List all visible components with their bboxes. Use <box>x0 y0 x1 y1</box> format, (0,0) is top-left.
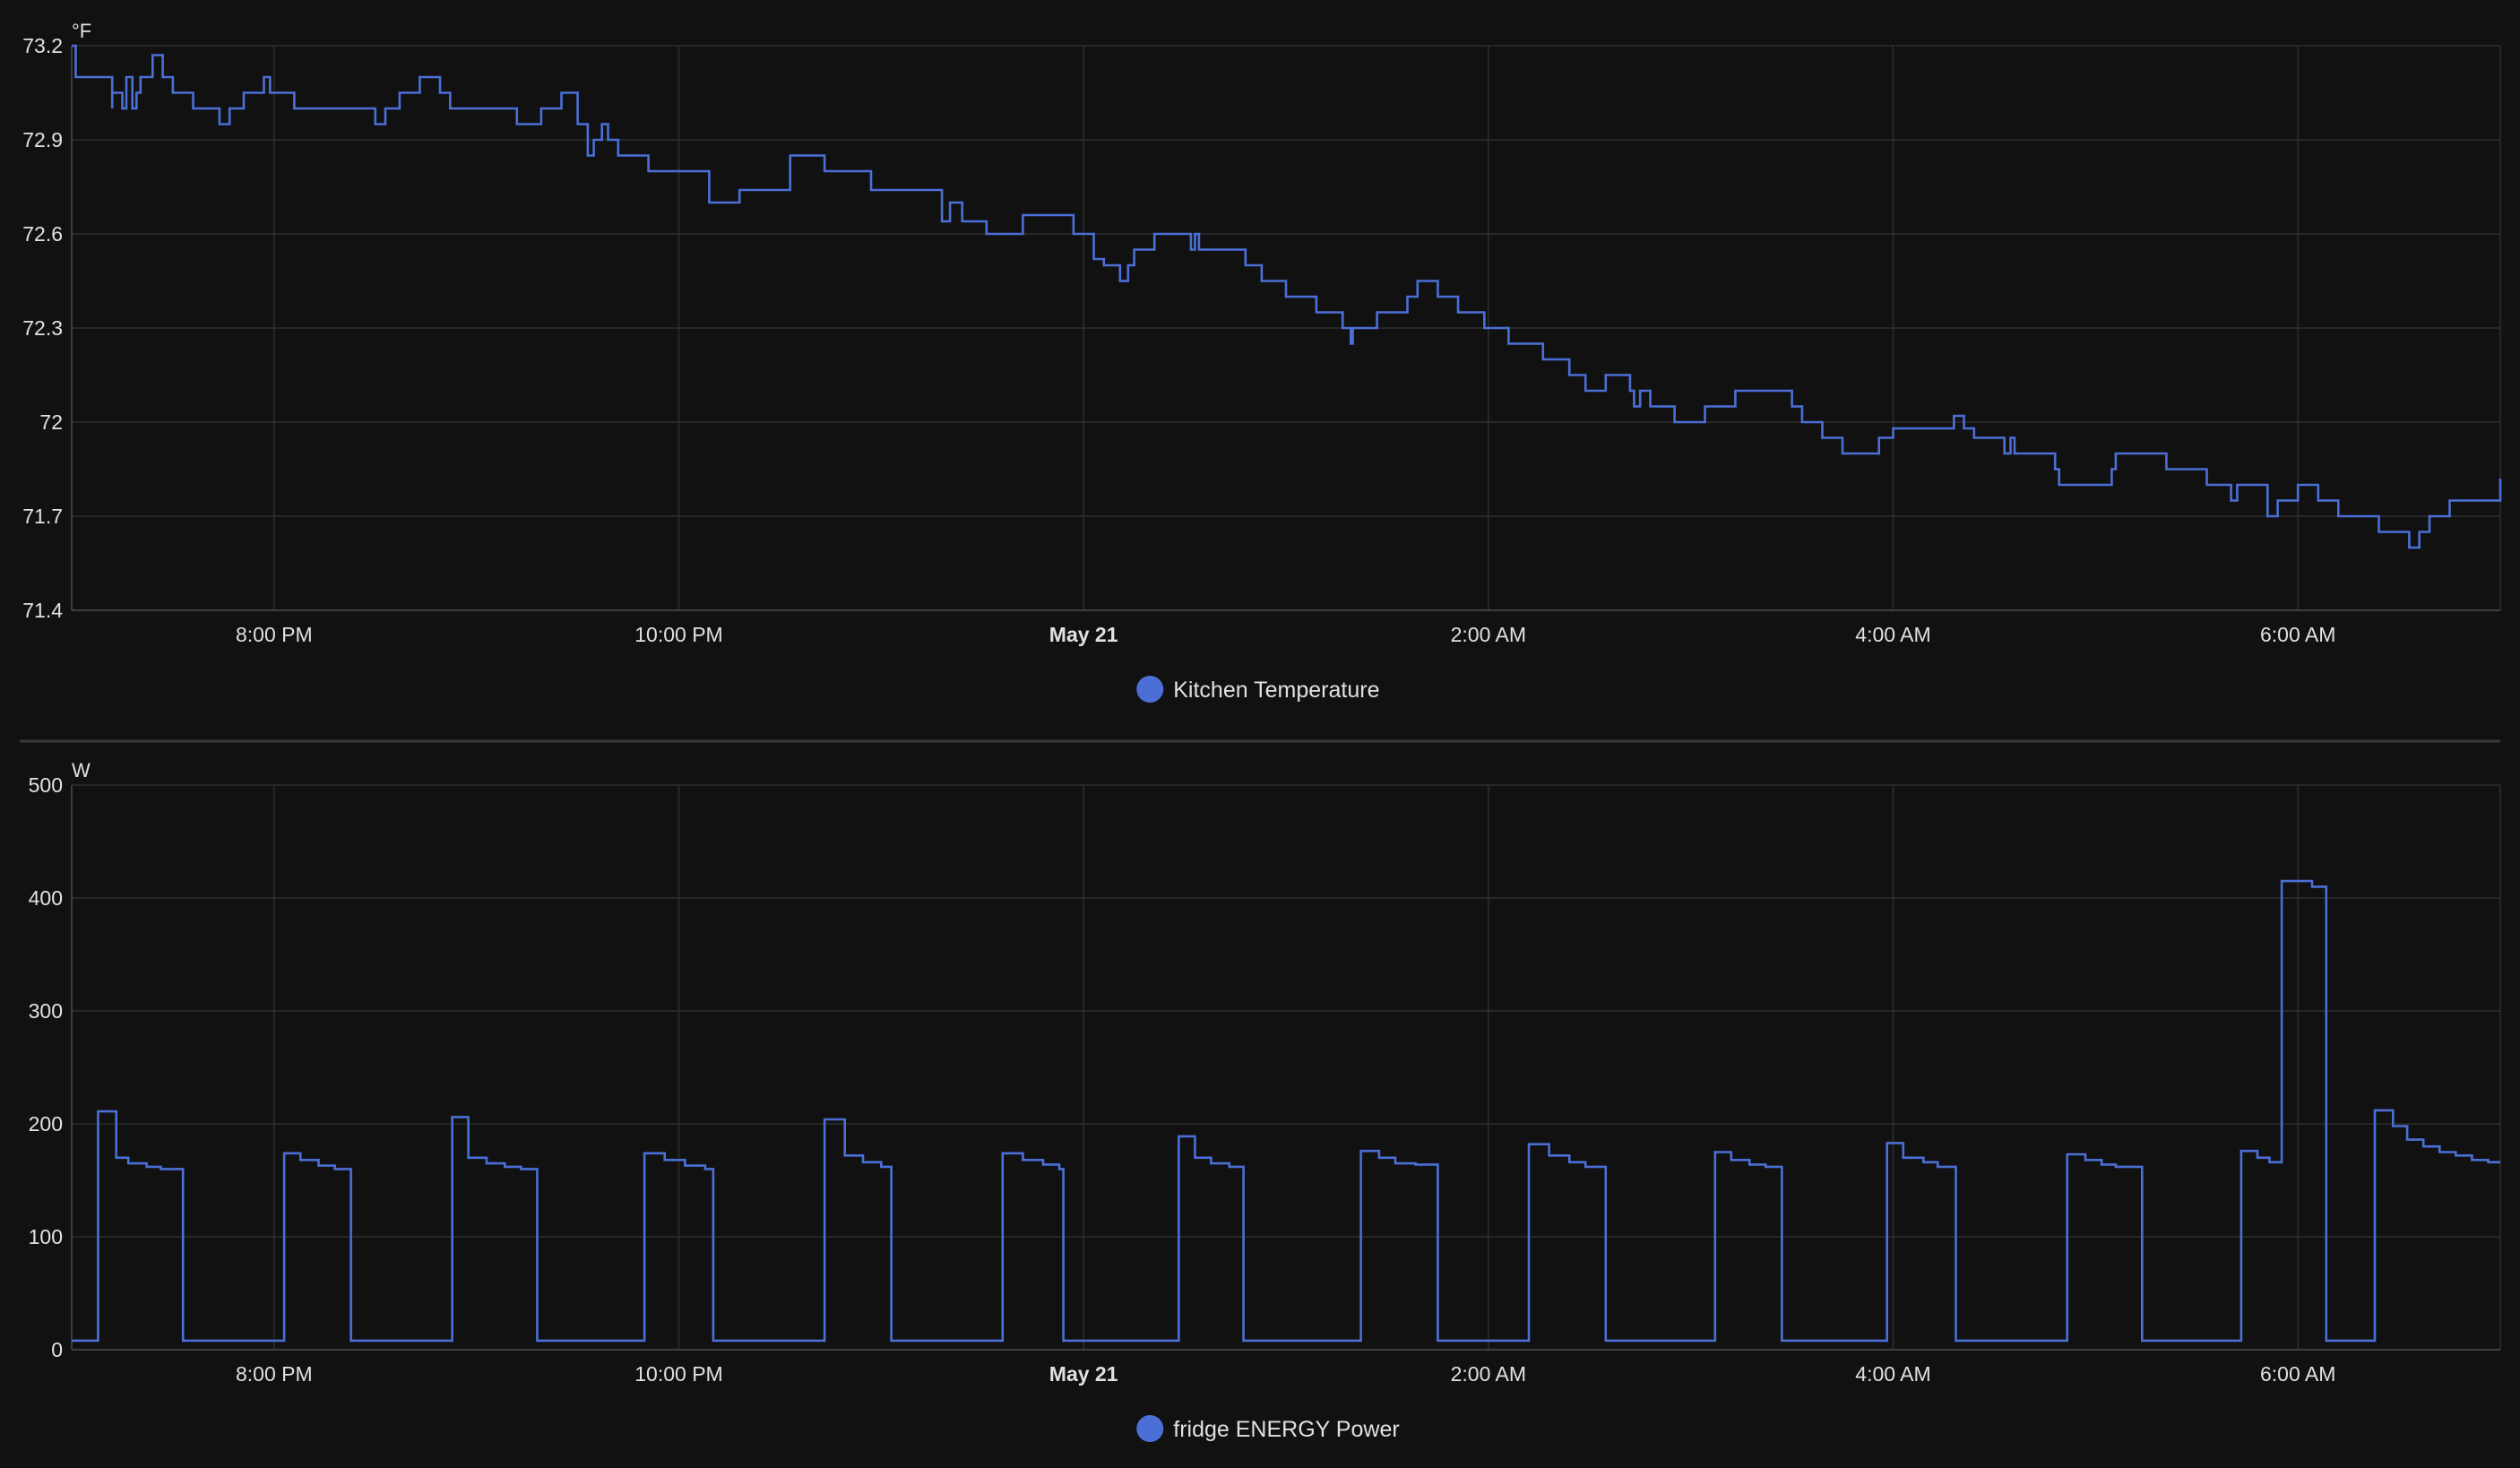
y-tick-label: 400 <box>29 886 63 910</box>
y-tick-label: 200 <box>29 1112 63 1136</box>
y-tick-label: 72.6 <box>22 222 63 246</box>
x-tick-label: 6:00 AM <box>2260 1362 2335 1386</box>
y-tick-label: 72 <box>39 410 63 434</box>
legend-swatch-icon <box>1136 1415 1164 1442</box>
x-tick-label: 4:00 AM <box>1855 1362 1930 1386</box>
x-tick-label: 6:00 AM <box>2260 623 2335 646</box>
x-tick-label: 2:00 AM <box>1451 1362 1526 1386</box>
y-tick-label: 100 <box>29 1225 63 1248</box>
x-tick-label: 10:00 PM <box>634 1362 722 1386</box>
legend-item[interactable]: Kitchen Temperature <box>1136 676 1379 703</box>
y-tick-label: 71.7 <box>22 505 63 528</box>
x-tick-label: 8:00 PM <box>236 1362 313 1386</box>
legend-swatch-icon <box>1136 676 1164 703</box>
y-tick-label: 72.9 <box>22 128 63 151</box>
y-tick-label: 0 <box>51 1338 63 1361</box>
x-tick-label: May 21 <box>1049 1362 1118 1386</box>
y-tick-label: 72.3 <box>22 316 63 340</box>
y-tick-label: 71.4 <box>22 599 63 622</box>
x-tick-label: 2:00 AM <box>1451 623 1526 646</box>
series-line-1 <box>72 44 2502 549</box>
legend-item[interactable]: fridge ENERGY Power <box>1136 1415 1400 1442</box>
y-unit-label: °F <box>72 20 91 42</box>
x-tick-label: 8:00 PM <box>236 623 313 646</box>
legend-label: fridge ENERGY Power <box>1173 1417 1399 1442</box>
chart-2: 500 400 300 200 100 0 8:00 PM 10:00 PM May 21 2:0… <box>29 759 2501 1442</box>
y-tick-label: 300 <box>29 999 63 1023</box>
x-tick-label: 10:00 PM <box>634 623 722 646</box>
x-tick-label: 4:00 AM <box>1855 623 1930 646</box>
y-tick-label: 500 <box>29 773 63 797</box>
series-line-2 <box>72 879 2500 1343</box>
x-tick-label: May 21 <box>1049 623 1118 646</box>
y-unit-label: W <box>72 759 91 781</box>
legend-label: Kitchen Temperature <box>1173 678 1379 703</box>
y-tick-label: 73.2 <box>22 34 63 57</box>
chart-1: 73.2 72.9 72.6 72.3 72 71.7 71.4 8:00 PM 10:00 P… <box>22 20 2502 703</box>
